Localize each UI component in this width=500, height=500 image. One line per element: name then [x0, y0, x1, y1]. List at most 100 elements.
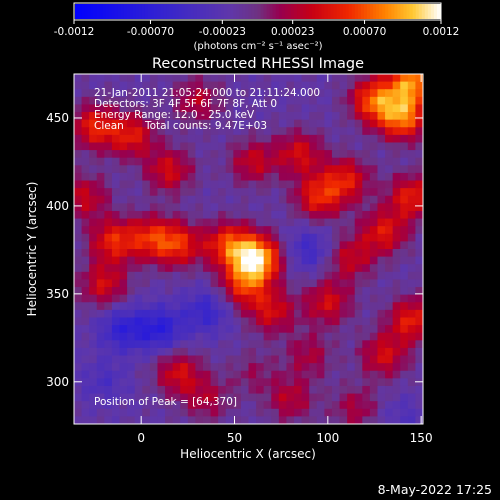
- heatmap-cell: [324, 233, 333, 242]
- heatmap-cell: [263, 325, 272, 334]
- heatmap-cell: [157, 264, 166, 273]
- heatmap-cell: [331, 134, 341, 143]
- heatmap-cell: [385, 96, 394, 105]
- heatmap-cell: [157, 294, 166, 303]
- heatmap-cell: [316, 370, 325, 379]
- heatmap-cell: [362, 165, 371, 174]
- heatmap-cell: [134, 210, 143, 220]
- heatmap-cell: [127, 363, 136, 372]
- heatmap-cell: [400, 89, 409, 98]
- heatmap-cell: [256, 355, 265, 364]
- heatmap-cell: [316, 401, 325, 410]
- heatmap-cell: [240, 165, 249, 174]
- heatmap-cell: [89, 157, 98, 166]
- heatmap-cell: [149, 393, 158, 402]
- heatmap-cell: [104, 302, 113, 311]
- heatmap-cell: [324, 81, 333, 90]
- heatmap-cell: [81, 119, 90, 128]
- heatmap-cell: [172, 127, 181, 136]
- heatmap-cell: [301, 134, 310, 143]
- heatmap-cell: [74, 172, 83, 182]
- heatmap-cell: [149, 203, 158, 212]
- colorbar-cell: [342, 4, 347, 19]
- heatmap-cell: [362, 150, 371, 159]
- heatmap-cell: [202, 241, 212, 250]
- heatmap-cell: [256, 271, 265, 280]
- heatmap-cell: [362, 401, 371, 410]
- heatmap-cell: [187, 142, 196, 151]
- heatmap-cell: [210, 203, 219, 212]
- heatmap-cell: [172, 188, 181, 197]
- heatmap-cell: [218, 150, 227, 159]
- heatmap-cell: [400, 180, 409, 189]
- heatmap-cell: [149, 218, 158, 227]
- heatmap-cell: [218, 203, 227, 212]
- heatmap-cell: [81, 325, 90, 334]
- heatmap-cell: [81, 172, 90, 182]
- heatmap-cell: [286, 142, 295, 151]
- heatmap-cell: [392, 340, 401, 349]
- heatmap-cell: [157, 325, 166, 334]
- heatmap-cell: [157, 96, 166, 105]
- heatmap-cell: [233, 218, 242, 227]
- heatmap-cell: [286, 325, 295, 334]
- heatmap-cell: [202, 363, 212, 372]
- heatmap-cell: [278, 142, 287, 151]
- heatmap-cell: [331, 271, 341, 280]
- colorbar-cell: [163, 4, 167, 19]
- heatmap-cell: [347, 127, 356, 136]
- heatmap-cell: [218, 165, 227, 174]
- heatmap-cell: [172, 104, 181, 113]
- heatmap-cell: [240, 112, 249, 121]
- heatmap-cell: [180, 302, 189, 311]
- heatmap-cell: [165, 279, 174, 288]
- heatmap-cell: [301, 203, 310, 212]
- heatmap-cell: [377, 165, 386, 174]
- heatmap-cell: [256, 96, 265, 105]
- colorbar-cell: [339, 4, 344, 19]
- heatmap-cell: [180, 279, 189, 288]
- heatmap-cell: [271, 408, 280, 417]
- heatmap-cell: [278, 416, 287, 425]
- heatmap-cell: [400, 249, 409, 258]
- heatmap-cell: [111, 89, 121, 98]
- heatmap-cell: [256, 347, 265, 357]
- heatmap-cell: [127, 370, 136, 379]
- heatmap-cell: [377, 180, 386, 189]
- heatmap-cell: [81, 127, 90, 136]
- heatmap-cell: [89, 385, 98, 395]
- heatmap-cell: [195, 233, 204, 242]
- heatmap-cell: [233, 165, 242, 174]
- heatmap-cell: [309, 150, 318, 159]
- heatmap-cell: [415, 408, 424, 417]
- heatmap-cell: [392, 233, 401, 242]
- heatmap-cell: [362, 287, 371, 296]
- heatmap-cell: [104, 203, 113, 212]
- heatmap-cell: [286, 112, 295, 121]
- heatmap-cell: [195, 271, 204, 280]
- heatmap-cell: [119, 134, 128, 143]
- heatmap-cell: [354, 210, 363, 220]
- heatmap-cell: [286, 309, 295, 318]
- heatmap-cell: [218, 271, 227, 280]
- heatmap-cell: [347, 74, 356, 83]
- heatmap-cell: [309, 370, 318, 379]
- heatmap-cell: [149, 294, 158, 303]
- heatmap-cell: [74, 287, 83, 296]
- heatmap-cell: [119, 287, 128, 296]
- heatmap-cell: [134, 134, 143, 143]
- heatmap-cell: [301, 241, 310, 250]
- heatmap-cell: [400, 347, 409, 357]
- heatmap-cell: [202, 287, 212, 296]
- heatmap-cell: [347, 188, 356, 197]
- heatmap-cell: [377, 393, 386, 402]
- heatmap-cell: [142, 340, 151, 349]
- heatmap-cell: [74, 74, 83, 83]
- heatmap-cell: [248, 241, 257, 250]
- heatmap-cell: [74, 332, 83, 341]
- heatmap-cell: [339, 241, 348, 250]
- heatmap-cell: [286, 203, 295, 212]
- heatmap-cell: [271, 363, 280, 372]
- heatmap-cell: [104, 309, 113, 318]
- heatmap-cell: [286, 241, 295, 250]
